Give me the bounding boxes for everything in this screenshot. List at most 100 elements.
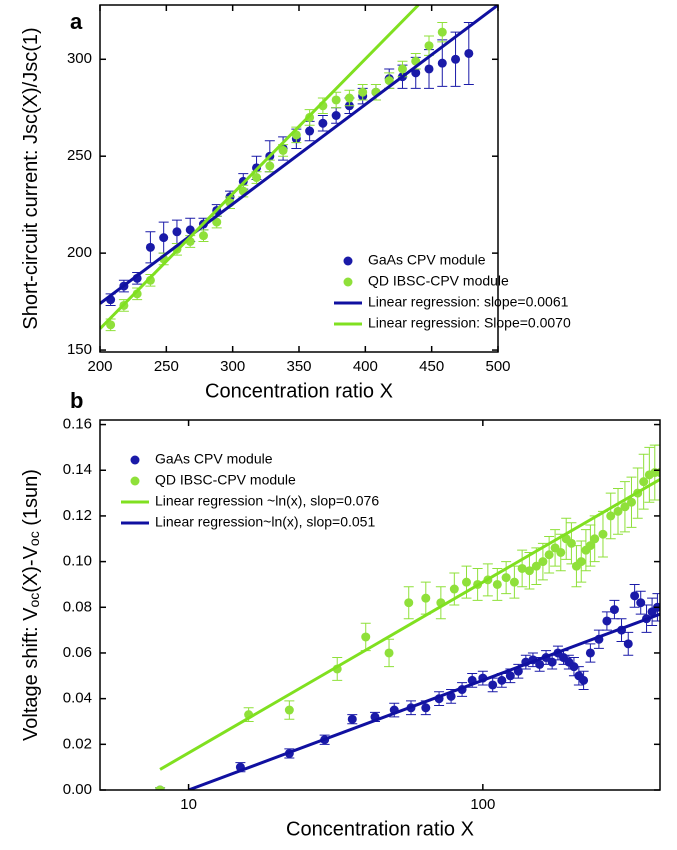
data-point xyxy=(421,593,431,603)
y-axis-label: Voltage shift: Voc(X)-Voc (1sun) xyxy=(20,469,42,741)
data-point xyxy=(424,41,434,51)
x-tick-label: 500 xyxy=(485,358,510,375)
y-tick-label: 0.12 xyxy=(63,507,92,524)
legend-label: Linear regression: slope=0.0061 xyxy=(368,294,569,310)
data-point xyxy=(198,231,208,241)
y-axis-label-part: (X)-V xyxy=(20,545,42,592)
y-tick-label: 300 xyxy=(67,50,92,67)
data-point xyxy=(212,217,222,227)
data-point xyxy=(155,785,165,790)
data-point xyxy=(358,87,368,97)
data-point xyxy=(347,714,357,724)
data-point xyxy=(620,502,630,512)
data-point xyxy=(252,173,262,183)
data-point xyxy=(172,227,182,237)
data-point xyxy=(411,68,421,78)
legend-marker xyxy=(130,455,140,465)
plot-area xyxy=(155,444,660,790)
data-point xyxy=(585,648,595,658)
data-point xyxy=(524,566,534,576)
data-point xyxy=(305,126,315,136)
x-tick-label: 300 xyxy=(220,358,245,375)
data-point xyxy=(462,577,472,587)
legend-label: Linear regression ~ln(x), slop=0.076 xyxy=(155,493,379,509)
data-point xyxy=(598,529,608,539)
data-point xyxy=(145,242,155,252)
data-point xyxy=(265,161,275,171)
data-point xyxy=(579,675,589,685)
data-point xyxy=(556,547,566,557)
data-point xyxy=(488,680,498,690)
data-point xyxy=(278,145,288,155)
data-point xyxy=(344,93,354,103)
data-point xyxy=(331,110,341,120)
data-point xyxy=(505,671,515,681)
x-tick-label: 200 xyxy=(87,358,112,375)
x-tick-label: 450 xyxy=(419,358,444,375)
data-point xyxy=(318,118,328,128)
legend-label: Linear regression~ln(x), slop=0.051 xyxy=(155,514,375,530)
data-point xyxy=(492,579,502,589)
regression-line xyxy=(100,5,498,305)
data-point xyxy=(531,561,541,571)
data-point xyxy=(449,584,459,594)
panel-label: a xyxy=(70,9,83,34)
data-point xyxy=(544,550,554,560)
legend-label: QD IBSC-CPV module xyxy=(155,472,296,488)
data-point xyxy=(585,541,595,551)
data-point xyxy=(590,534,600,544)
regression-line xyxy=(188,612,660,790)
data-point xyxy=(606,511,616,521)
y-tick-label: 0.08 xyxy=(63,598,92,615)
data-point xyxy=(613,506,623,516)
data-point xyxy=(501,573,511,583)
legend-marker xyxy=(130,476,140,486)
y-axis-label-part: Voltage shift: V xyxy=(20,607,42,741)
legend-label: QD IBSC-CPV module xyxy=(368,273,509,289)
data-point xyxy=(509,577,519,587)
regression-line xyxy=(159,478,660,771)
y-tick-label: 0.10 xyxy=(63,553,92,570)
plot-area xyxy=(100,5,498,332)
y-tick-label: 0.14 xyxy=(63,461,92,478)
data-point xyxy=(464,48,474,58)
error-bar xyxy=(655,444,660,501)
y-axis-label-part: oc xyxy=(26,593,42,608)
y-axis-label-part: Short-circuit current: Jsc(X)/Jsc(1) xyxy=(20,27,42,329)
legend-marker xyxy=(343,256,353,266)
data-point xyxy=(437,58,447,68)
data-point xyxy=(623,639,633,649)
plot-frame xyxy=(99,4,499,353)
data-point xyxy=(437,27,447,37)
legend-label: GaAs CPV module xyxy=(368,252,486,268)
plot-frame xyxy=(99,419,661,791)
legend-label: GaAs CPV module xyxy=(155,451,273,467)
data-point xyxy=(547,657,557,667)
data-point xyxy=(626,497,636,507)
data-point xyxy=(497,675,507,685)
data-point xyxy=(517,563,527,573)
data-point xyxy=(284,705,294,715)
x-axis-label: Concentration ratio X xyxy=(286,818,474,840)
data-point xyxy=(421,703,431,713)
y-tick-label: 0.16 xyxy=(63,416,92,433)
data-point xyxy=(535,659,545,669)
data-point xyxy=(397,64,407,74)
data-point xyxy=(331,95,341,105)
data-point xyxy=(106,320,116,330)
data-point xyxy=(361,632,371,642)
regression-line xyxy=(100,5,420,330)
legend-label: Linear regression: Slope=0.0070 xyxy=(368,315,571,331)
data-point xyxy=(384,648,394,658)
x-tick-label: 350 xyxy=(286,358,311,375)
y-tick-label: 0.04 xyxy=(63,690,92,707)
legend-marker xyxy=(343,277,353,287)
y-axis-label: Short-circuit current: Jsc(X)/Jsc(1) xyxy=(20,27,42,329)
y-tick-label: 150 xyxy=(67,341,92,358)
data-point xyxy=(630,591,640,601)
data-point xyxy=(451,54,461,64)
y-tick-label: 200 xyxy=(67,244,92,261)
data-point xyxy=(185,225,195,235)
y-tick-label: 0.06 xyxy=(63,644,92,661)
